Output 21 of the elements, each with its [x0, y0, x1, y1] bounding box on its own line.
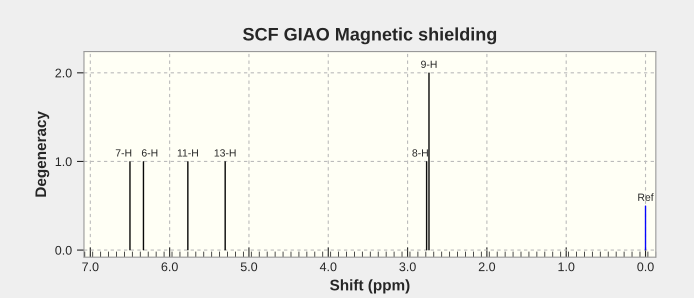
- y-tick-label: 2.0: [55, 68, 72, 78]
- y-tick-label: 1.0: [56, 157, 72, 166]
- x-tick-label: 7.0: [82, 262, 99, 272]
- annotation: 6-H: [142, 149, 158, 157]
- y-tick-label: 0.0: [55, 246, 72, 255]
- annotation: 8-H: [412, 149, 428, 157]
- x-tick-label: 6.0: [162, 262, 178, 272]
- x-tick-label: 2.0: [478, 262, 496, 272]
- annotation: 7-H: [116, 149, 132, 157]
- annotation: 13-H: [214, 149, 236, 157]
- x-axis-title: Shift (ppm): [330, 279, 410, 294]
- x-tick-label: 4.0: [320, 262, 336, 272]
- x-tick-label: 3.0: [399, 262, 416, 272]
- x-tick-label: 0.0: [637, 262, 654, 272]
- annotation: 9-H: [421, 60, 437, 68]
- annotation: Ref: [638, 193, 654, 201]
- y-axis-title: Degeneracy: [35, 111, 50, 197]
- chart-title: SCF GIAO Magnetic shielding: [243, 27, 496, 44]
- x-tick-label: 1.0: [558, 262, 574, 272]
- annotation: 11-H: [178, 149, 198, 157]
- x-tick-label: 5.0: [240, 262, 258, 272]
